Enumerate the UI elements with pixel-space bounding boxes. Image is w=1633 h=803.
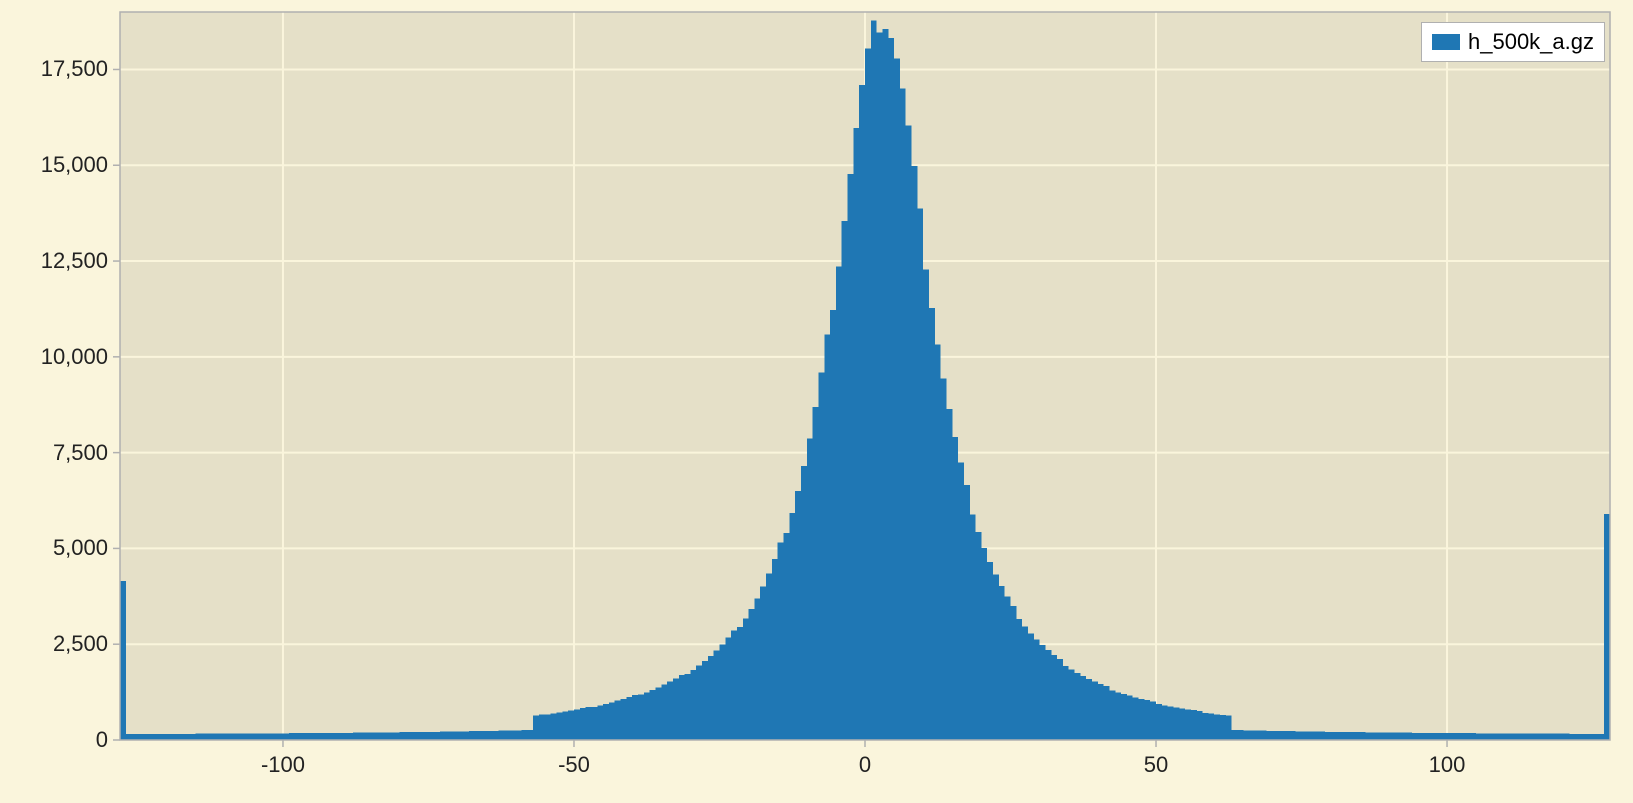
- y-tick-label: 17,500: [41, 56, 108, 82]
- x-tick-label: 0: [859, 752, 871, 778]
- histogram-chart: h_500k_a.gz 0 2,500 5,000 7,500 10,000 12,500…: [0, 0, 1633, 803]
- legend: h_500k_a.gz: [1421, 22, 1605, 62]
- legend-swatch: [1432, 34, 1460, 50]
- x-tick-label: 50: [1144, 752, 1168, 778]
- y-tick-label: 5,000: [53, 535, 108, 561]
- y-tick-label: 15,000: [41, 152, 108, 178]
- y-tick-label: 10,000: [41, 344, 108, 370]
- y-tick-label: 0: [96, 727, 108, 753]
- legend-label: h_500k_a.gz: [1468, 29, 1594, 55]
- x-tick-label: -100: [261, 752, 305, 778]
- y-tick-label: 12,500: [41, 248, 108, 274]
- y-tick-label: 7,500: [53, 440, 108, 466]
- chart-svg: [0, 0, 1633, 803]
- y-tick-label: 2,500: [53, 631, 108, 657]
- x-tick-label: 100: [1429, 752, 1466, 778]
- x-tick-label: -50: [558, 752, 590, 778]
